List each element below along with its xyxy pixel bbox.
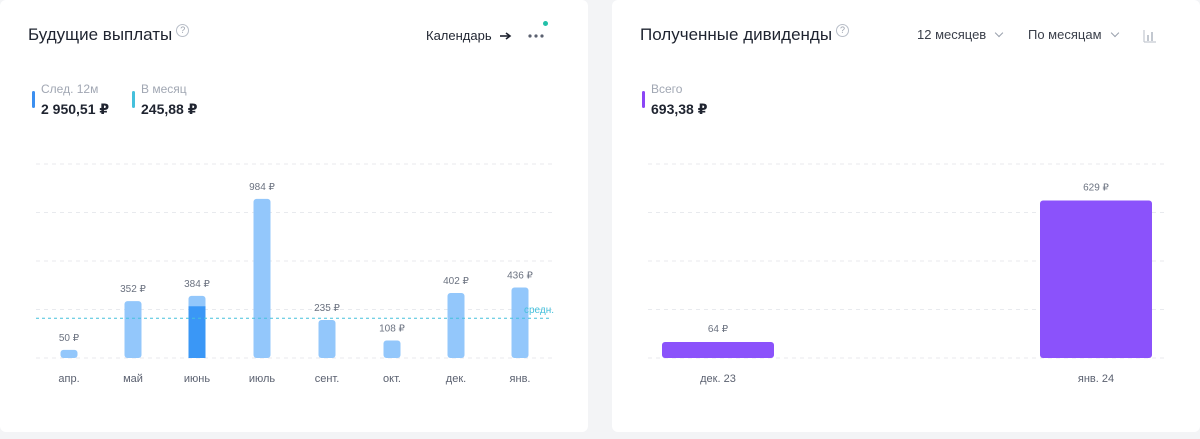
- x-tick-label: апр.: [58, 373, 79, 385]
- bar-value-label: 50 ₽: [59, 333, 80, 344]
- help-icon[interactable]: ?: [176, 23, 190, 37]
- calendar-link[interactable]: Календарь: [426, 28, 512, 43]
- kpi-label: След. 12м: [41, 82, 99, 96]
- future-payments-panel: Будущие выплаты ? Календарь След. 12м 2 …: [0, 0, 588, 432]
- bar: [124, 301, 142, 358]
- bar: [253, 198, 271, 358]
- x-tick-label: сент.: [315, 373, 340, 385]
- bar: [447, 293, 465, 358]
- kpi-per-month: В месяц 245,88 ₽: [132, 82, 197, 118]
- grouping-dropdown-value: По месяцам: [1028, 27, 1102, 42]
- x-tick-label: дек.: [446, 373, 466, 385]
- x-tick-label: янв. 24: [1078, 373, 1114, 385]
- average-label: средн.: [524, 305, 554, 316]
- received-dividends-title: Полученные дивиденды ?: [640, 23, 850, 45]
- bar-value-label: 384 ₽: [184, 279, 210, 290]
- bar-value-label: 108 ₽: [379, 324, 405, 335]
- kpi-value: 2 950,51 ₽: [41, 101, 110, 117]
- bar: [383, 340, 401, 358]
- bar-value-label: 402 ₽: [443, 276, 469, 287]
- chart-type-button[interactable]: [1142, 27, 1158, 43]
- kpi-label: В месяц: [141, 82, 187, 96]
- arrow-right-icon: [499, 31, 511, 40]
- bar-value-label: 235 ₽: [314, 303, 340, 314]
- future-payments-title: Будущие выплаты ?: [28, 23, 190, 45]
- notification-dot: [543, 21, 548, 26]
- kpi-value: 245,88 ₽: [141, 101, 198, 117]
- received-dividends-title-text: Полученные дивиденды: [640, 25, 833, 44]
- x-tick-label: июнь: [184, 373, 210, 385]
- bar: [60, 349, 78, 358]
- more-menu-button[interactable]: [526, 21, 548, 44]
- future-payments-title-text: Будущие выплаты: [28, 25, 173, 44]
- kpi-color-marker: [32, 91, 35, 108]
- x-tick-label: май: [123, 373, 143, 385]
- kpi-value: 693,38 ₽: [651, 101, 708, 117]
- bar-highlight: [188, 306, 206, 358]
- grouping-dropdown[interactable]: По месяцам: [1028, 27, 1119, 42]
- calendar-link-label: Календарь: [426, 28, 492, 43]
- more-dots-icon: [528, 34, 544, 38]
- bar-value-label: 64 ₽: [708, 324, 729, 335]
- bar-value-label: 984 ₽: [249, 182, 275, 193]
- bar-value-label: 352 ₽: [120, 284, 146, 295]
- received-dividends-chart: 64 ₽ дек. 23 629 ₽ янв. 24: [648, 163, 1164, 385]
- kpi-color-marker: [642, 91, 645, 108]
- x-tick-label: июль: [249, 373, 276, 385]
- bar-chart-icon: [1143, 30, 1156, 43]
- kpi-label: Всего: [651, 82, 683, 96]
- kpi-color-marker: [132, 91, 135, 108]
- x-tick-label: янв.: [510, 373, 531, 385]
- bar: [318, 320, 336, 358]
- bar: [662, 341, 774, 358]
- future-payments-chart: 50 ₽ апр. 352 ₽ май 384 ₽ июнь 984 ₽ июль 235 ₽ с…: [36, 163, 554, 385]
- received-dividends-panel: Полученные дивиденды ? 12 месяцев По мес…: [612, 0, 1200, 432]
- bar: [1040, 200, 1152, 358]
- period-dropdown[interactable]: 12 месяцев: [917, 27, 1004, 42]
- bar: [511, 287, 529, 358]
- bar-value-label: 629 ₽: [1083, 183, 1109, 194]
- bar-value-label: 436 ₽: [507, 271, 533, 282]
- kpi-total: Всего 693,38 ₽: [642, 82, 707, 118]
- period-dropdown-value: 12 месяцев: [917, 27, 987, 42]
- kpi-next-12m: След. 12м 2 950,51 ₽: [32, 82, 109, 118]
- x-tick-label: окт.: [383, 373, 401, 385]
- help-icon[interactable]: ?: [836, 23, 850, 37]
- x-tick-label: дек. 23: [700, 373, 736, 385]
